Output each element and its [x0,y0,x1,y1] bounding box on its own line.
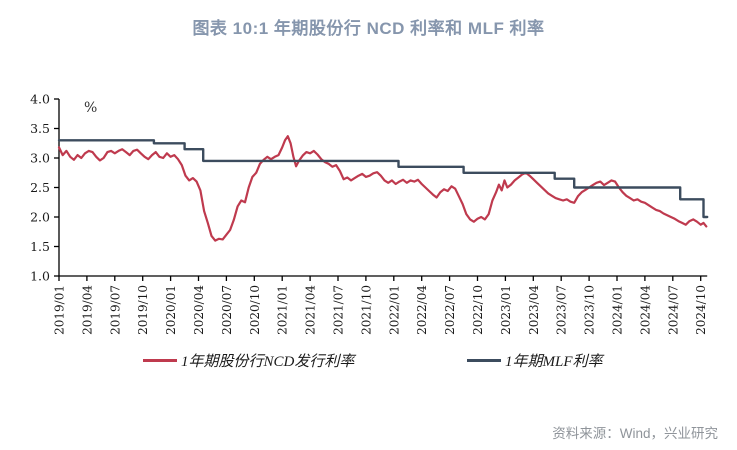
rate-line-chart: 4.03.53.02.52.01.51.0%2019/01 2019/04 2019… [30,92,709,335]
legend-item-ncd: 1年期股份行NCD发行利率 [143,350,354,370]
source-note: 资料来源：Wind，兴业研究 [552,426,718,441]
x-tick-label: 2023/04 [527,285,541,335]
mlf-rate-line [57,139,709,219]
x-tick-label: 2022/10 [471,285,485,335]
x-tick-label: 2021/07 [332,285,346,335]
legend-label-ncd: 1年期股份行NCD发行利率 [181,353,355,370]
x-tick-label: 2023/07 [555,285,569,335]
chart-title: 图表 10:1 年期股份行 NCD 利率和 MLF 利率 [192,19,545,38]
chart-legend: 1年期股份行NCD发行利率 1年期MLF利率 [0,350,737,374]
x-tick-label: 2020/10 [248,285,262,335]
x-tick-label: 2020/07 [220,285,234,335]
x-tick-label: 2021/04 [304,285,318,335]
x-tick-label: 2024/10 [694,285,708,335]
y-tick-label: 2.0 [30,210,50,225]
x-tick-label: 2022/04 [415,285,429,335]
x-tick-label: 2019/10 [136,285,150,335]
y-axis-ticks: 4.0 3.5 3.0 2.5 2.0 1.5 1.0 [30,92,59,284]
x-tick-label: 2021/10 [359,285,373,335]
x-tick-label: 2022/01 [387,285,401,335]
y-tick-label: 2.5 [30,180,50,195]
x-tick-label: 2019/07 [108,285,122,335]
x-tick-label: 2023/10 [583,285,597,335]
x-tick-label: 2024/01 [611,285,625,335]
x-tick-label: 2021/01 [276,285,290,335]
x-tick-label: 2023/01 [499,285,513,335]
x-tick-label: 2020/04 [192,285,206,335]
y-unit-label: % [84,100,97,116]
ncd-line-swatch [143,358,177,362]
legend-item-mlf: 1年期MLF利率 [467,350,603,370]
y-tick-label: 1.5 [30,239,50,254]
ncd-rate-line [57,135,708,242]
mlf-line-swatch [467,358,501,362]
x-tick-label: 2020/01 [164,285,178,335]
x-axis-ticks: 2019/01 2019/04 2019/07 2019/10 2020/01 2020/… [53,276,708,335]
x-tick-label: 2019/04 [80,285,94,335]
y-tick-label: 1.0 [30,269,50,284]
y-tick-label: 4.0 [30,92,50,107]
x-tick-label: 2022/07 [443,285,457,335]
x-tick-label: 2024/07 [666,285,680,335]
x-tick-label: 2019/01 [53,285,67,335]
y-tick-label: 3.0 [30,151,50,166]
y-tick-label: 3.5 [30,121,50,136]
legend-label-mlf: 1年期MLF利率 [505,353,603,370]
x-tick-label: 2024/04 [638,285,652,335]
